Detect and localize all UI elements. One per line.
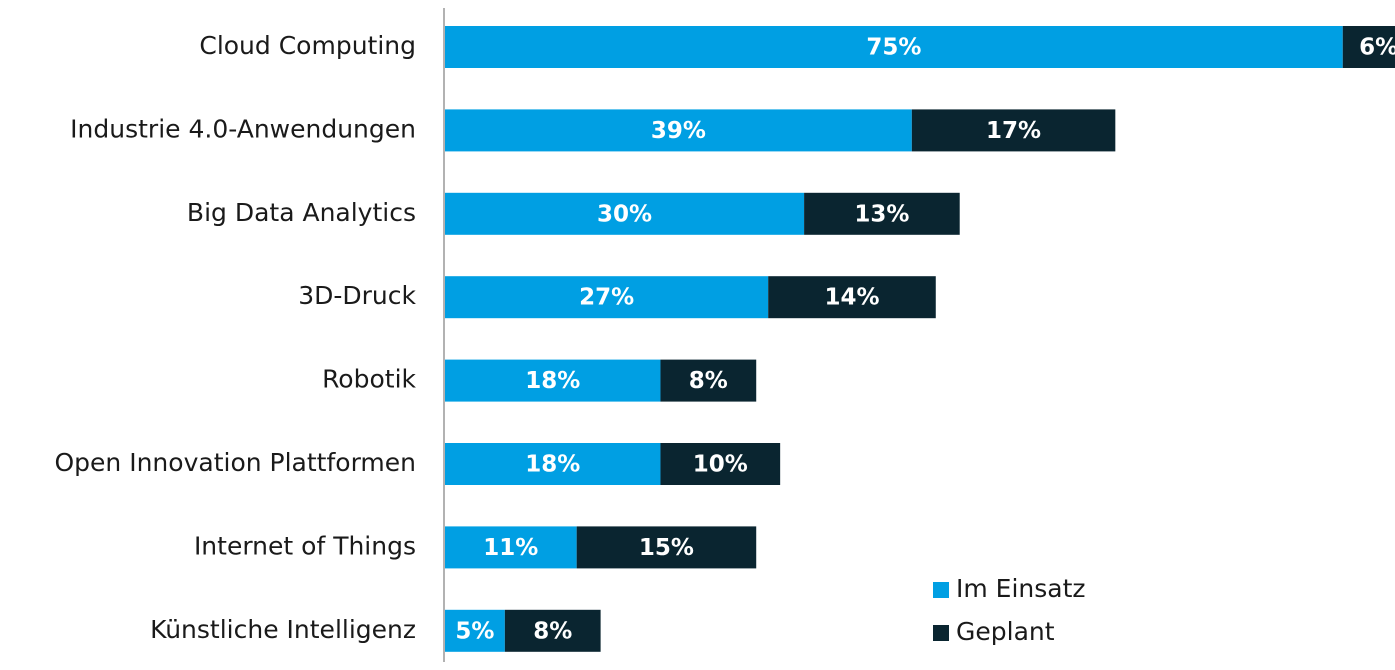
bar-segment bbox=[445, 276, 769, 319]
bar-segment bbox=[804, 192, 960, 235]
value-label: 17% bbox=[986, 118, 1041, 144]
bar-segment bbox=[1342, 26, 1395, 68]
value-label: 10% bbox=[693, 452, 748, 478]
value-label: 13% bbox=[854, 201, 909, 227]
category-label: Big Data Analytics bbox=[187, 198, 416, 227]
value-label: 30% bbox=[597, 201, 652, 227]
value-label: 75% bbox=[866, 35, 921, 61]
bar-segment bbox=[445, 192, 805, 235]
bar-segment bbox=[576, 526, 757, 569]
category-label: Industrie 4.0-Anwendungen bbox=[70, 114, 416, 143]
legend-label: Im Einsatz bbox=[956, 574, 1086, 603]
bar-segment bbox=[445, 526, 577, 569]
value-label: 39% bbox=[651, 118, 706, 144]
category-label: Robotik bbox=[322, 365, 416, 394]
category-label: Open Innovation Plattformen bbox=[55, 448, 417, 477]
value-label: 27% bbox=[579, 285, 634, 311]
value-label: 18% bbox=[525, 368, 580, 394]
legend-swatch bbox=[933, 582, 949, 598]
legend-label: Geplant bbox=[956, 617, 1055, 646]
category-label: Künstliche Intelligenz bbox=[150, 615, 416, 644]
bar-segment bbox=[445, 443, 661, 485]
bar-segment bbox=[445, 609, 505, 652]
bar-segment bbox=[660, 359, 757, 402]
bar-segment bbox=[768, 276, 936, 319]
bar-segment bbox=[660, 443, 781, 485]
bar-segment bbox=[911, 109, 1116, 152]
bar-segment bbox=[445, 26, 1343, 68]
value-label: 18% bbox=[525, 452, 580, 478]
value-label: 14% bbox=[824, 285, 879, 311]
value-label: 11% bbox=[483, 535, 538, 561]
value-label: 15% bbox=[639, 535, 694, 561]
value-label: 6% bbox=[1359, 35, 1395, 61]
value-label: 8% bbox=[533, 618, 572, 644]
value-label: 5% bbox=[455, 618, 494, 644]
category-label: 3D-Druck bbox=[298, 281, 416, 310]
bar-segment bbox=[445, 359, 661, 402]
legend-swatch bbox=[933, 625, 949, 641]
value-label: 8% bbox=[689, 368, 728, 394]
category-label: Internet of Things bbox=[194, 531, 416, 560]
bar-segment bbox=[504, 609, 601, 652]
category-label: Cloud Computing bbox=[199, 31, 416, 60]
bar-segment bbox=[445, 109, 912, 152]
